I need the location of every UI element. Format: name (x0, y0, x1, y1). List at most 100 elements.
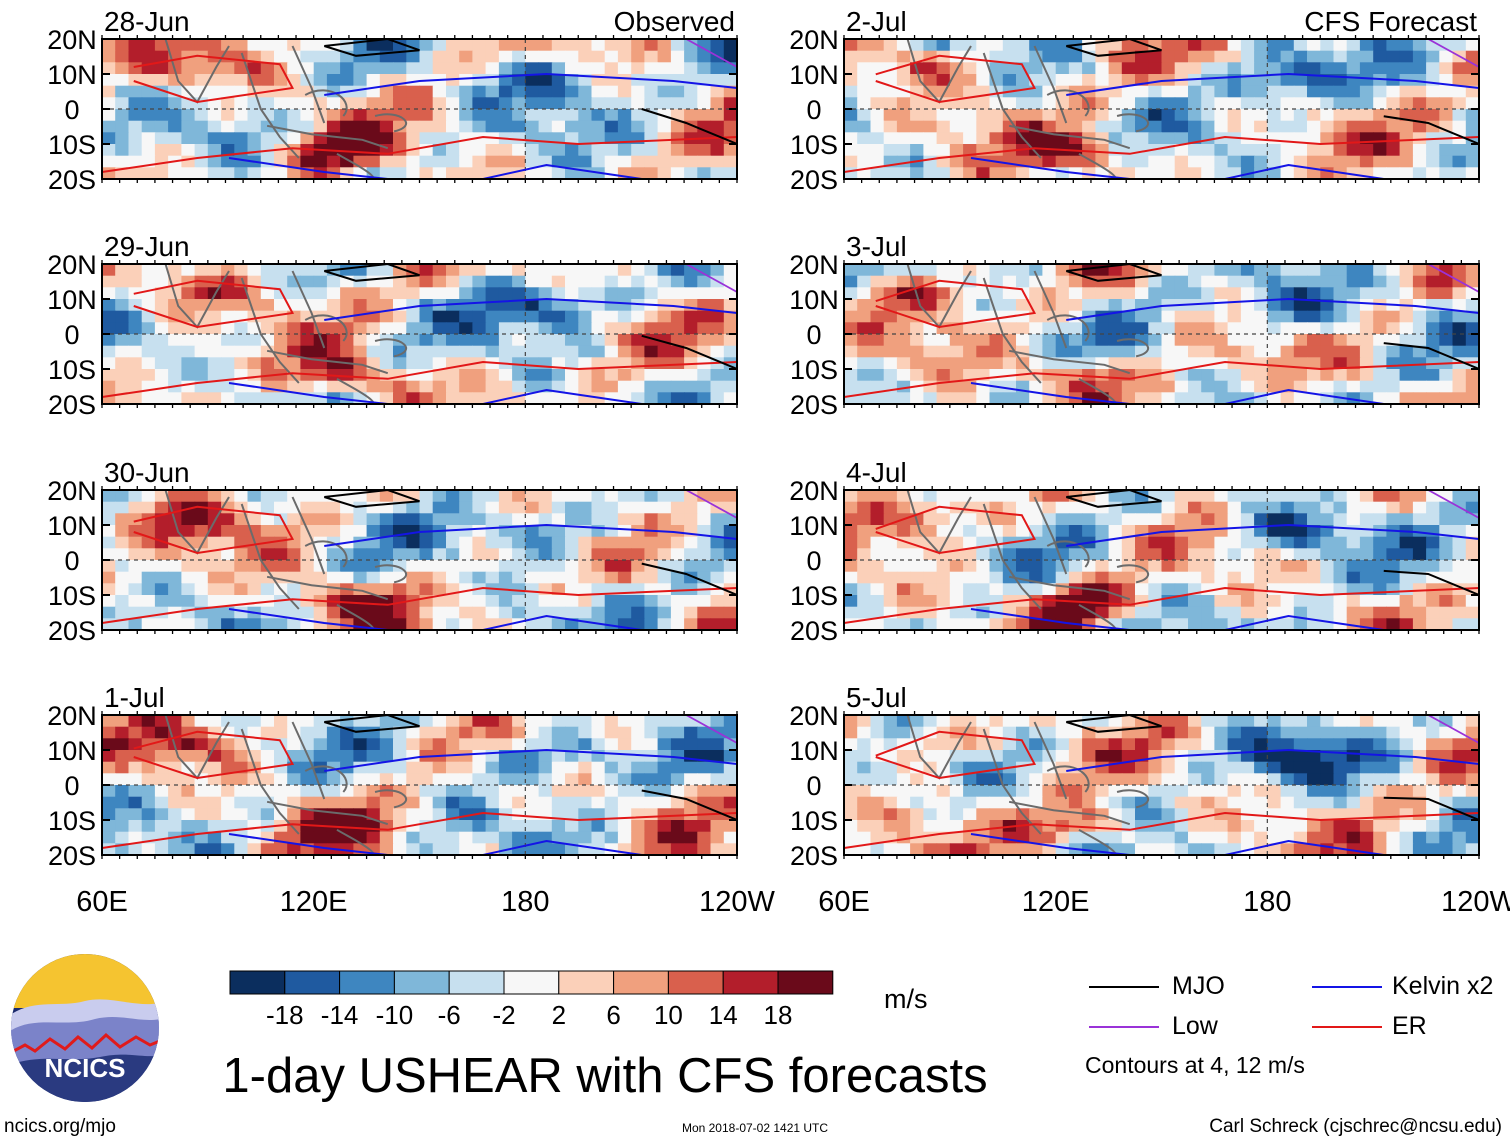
lat-tick-label: 20N (47, 701, 97, 731)
lat-tick-label: 10S (48, 806, 96, 836)
colorbar-tick-label: -6 (438, 1000, 461, 1030)
lat-tick-label: 20N (789, 25, 839, 55)
lat-tick-label: 20S (48, 616, 96, 646)
lat-tick-label: 10N (47, 511, 97, 541)
legend-note: Contours at 4, 12 m/s (1085, 1052, 1305, 1078)
panel-date-label: 30-Jun (104, 457, 190, 488)
lat-tick-label: 20N (789, 476, 839, 506)
lat-tick-label: 20N (47, 25, 97, 55)
colorbar-tick-label: -18 (266, 1000, 304, 1030)
lat-tick-label: 20S (790, 390, 838, 420)
lat-tick-label: 10S (790, 355, 838, 385)
panel-date-label: 28-Jun (104, 6, 190, 37)
lat-tick-label: 10N (47, 285, 97, 315)
colorbar-tick-label: 10 (654, 1000, 683, 1030)
lat-tick-label: 0 (64, 95, 79, 125)
colorbar-swatch (448, 970, 505, 995)
legend-low-label: Low (1172, 1012, 1218, 1040)
panel-date-label: 29-Jun (104, 231, 190, 262)
legend-mjo-label: MJO (1172, 972, 1225, 1000)
colorbar-swatch (503, 970, 560, 995)
colorbar-swatch (229, 970, 286, 995)
lat-tick-label: 10N (789, 736, 839, 766)
colorbar-swatch (393, 970, 450, 995)
colorbar-tick-label: -2 (492, 1000, 515, 1030)
footer-author: Carl Schreck (cjschrec@ncsu.edu) (1209, 1116, 1502, 1137)
colorbar-swatch (722, 970, 779, 995)
lon-tick-label: 180 (501, 886, 549, 918)
lon-tick-label: 120E (280, 886, 348, 918)
lat-tick-label: 0 (806, 95, 821, 125)
colorbar-swatch (284, 970, 341, 995)
map-panels: 20N 10N 0 10S 20S 28-Jun Observed 20N 10N 0 10S 20S… (47, 6, 1510, 918)
lat-tick-label: 20N (47, 476, 97, 506)
panel-date-label: 2-Jul (846, 6, 907, 37)
map-panel: 20N 10N 0 10S 20S 1-Jul 60E 120E 180 120W (47, 682, 775, 918)
colorbar-swatch (558, 970, 615, 995)
lat-tick-label: 20S (790, 841, 838, 871)
lat-tick-label: 10S (48, 130, 96, 160)
lat-tick-label: 10S (790, 806, 838, 836)
lat-tick-label: 20S (790, 616, 838, 646)
lat-tick-label: 10S (48, 581, 96, 611)
footer-website: ncics.org/mjo (4, 1116, 116, 1137)
column-header: CFS Forecast (1304, 6, 1477, 37)
lat-tick-label: 0 (806, 320, 821, 350)
lon-tick-label: 120E (1022, 886, 1090, 918)
map-panel: 20N 10N 0 10S 20S 2-Jul CFS Forecast (789, 6, 1480, 195)
lat-tick-label: 20S (48, 390, 96, 420)
lat-tick-label: 10N (789, 285, 839, 315)
lat-tick-label: 10N (789, 60, 839, 90)
lat-tick-label: 10N (47, 60, 97, 90)
lat-tick-label: 0 (64, 771, 79, 801)
panel-date-label: 4-Jul (846, 457, 907, 488)
lon-tick-label: 120W (1441, 886, 1510, 918)
map-panel: 20N 10N 0 10S 20S 5-Jul 60E 120E 180 120W (789, 682, 1510, 918)
map-panel: 20N 10N 0 10S 20S 30-Jun (47, 457, 738, 646)
legend-kelvin-label: Kelvin x2 (1392, 972, 1494, 1000)
map-panel: 20N 10N 0 10S 20S 4-Jul (789, 457, 1480, 646)
colorbar-swatch (613, 970, 669, 995)
ncics-logo: NCICS (11, 954, 159, 1102)
lon-tick-label: 120W (699, 886, 775, 918)
colorbar-tick-label: 14 (709, 1000, 738, 1030)
column-header: Observed (614, 6, 735, 37)
footer-timestamp: Mon 2018-07-02 1421 UTC (681, 1121, 829, 1135)
lat-tick-label: 20N (789, 701, 839, 731)
colorbar-swatch (667, 970, 724, 995)
coastlines (906, 264, 1150, 404)
lon-tick-label: 60E (818, 886, 870, 918)
logo-text: NCICS (45, 1053, 126, 1083)
colorbar-tick-label: 2 (552, 1000, 566, 1030)
legend-er-label: ER (1392, 1012, 1427, 1040)
colorbar-tick-label: -10 (376, 1000, 414, 1030)
coastlines (164, 39, 408, 179)
colorbar-units: m/s (884, 984, 928, 1014)
legend-lines (1089, 986, 1382, 1028)
lat-tick-label: 0 (64, 320, 79, 350)
lat-tick-label: 20S (790, 165, 838, 195)
lat-tick-label: 10N (47, 736, 97, 766)
lon-tick-label: 60E (76, 886, 128, 918)
lat-tick-label: 10S (48, 355, 96, 385)
colorbar-swatch (339, 970, 395, 995)
colorbar-tick-label: 6 (606, 1000, 620, 1030)
lat-tick-label: 10N (789, 511, 839, 541)
lon-tick-label: 180 (1243, 886, 1291, 918)
panel-date-label: 3-Jul (846, 231, 907, 262)
lat-tick-label: 10S (790, 581, 838, 611)
panel-date-label: 1-Jul (104, 682, 165, 713)
figure-title: 1-day USHEAR with CFS forecasts (222, 1049, 988, 1103)
colorbar-tick-label: -14 (321, 1000, 359, 1030)
colorbar: -18 -14 -10 -6 -2 2 6 10 14 18 (229, 970, 834, 1030)
colorbar-swatch (777, 970, 834, 995)
map-panel: 20N 10N 0 10S 20S 29-Jun (47, 231, 738, 420)
lat-tick-label: 20N (789, 250, 839, 280)
colorbar-tick-label: 18 (764, 1000, 793, 1030)
lat-tick-label: 20N (47, 250, 97, 280)
lat-tick-label: 10S (790, 130, 838, 160)
lat-tick-label: 0 (806, 771, 821, 801)
map-panel: 20N 10N 0 10S 20S 3-Jul (789, 231, 1480, 420)
map-panel: 20N 10N 0 10S 20S 28-Jun Observed (47, 6, 738, 195)
